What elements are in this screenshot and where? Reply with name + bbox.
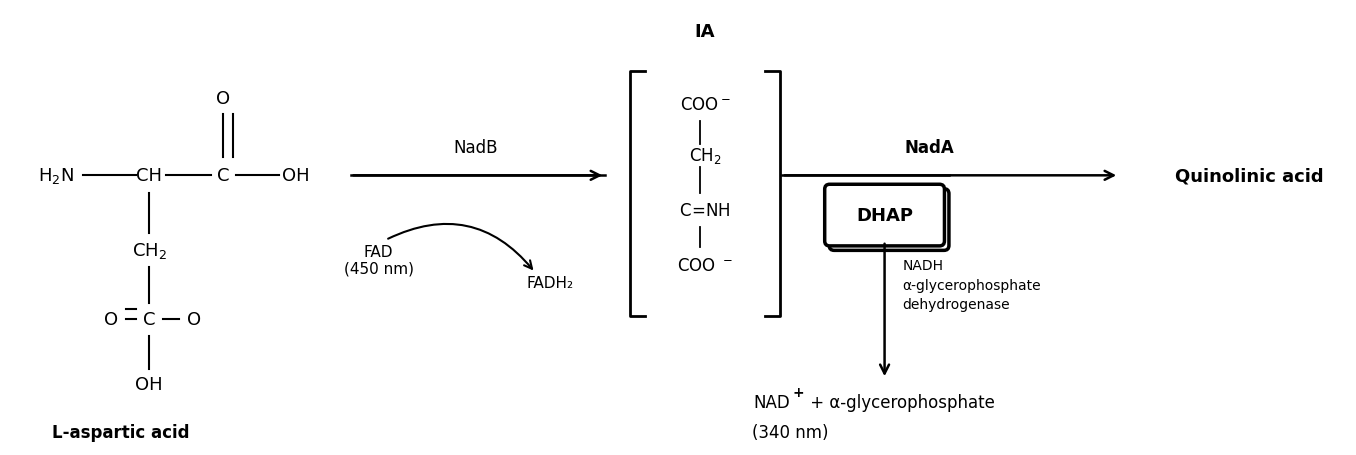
Text: H$_2$N: H$_2$N (38, 166, 75, 186)
Text: NAD: NAD (753, 393, 789, 411)
Text: COO $^-$: COO $^-$ (677, 256, 734, 274)
Text: DHAP: DHAP (856, 207, 913, 225)
Text: Quinolinic acid: Quinolinic acid (1174, 167, 1323, 185)
Text: + α-glycerophosphate: + α-glycerophosphate (804, 393, 994, 411)
Text: OH: OH (282, 167, 309, 185)
Text: C: C (142, 311, 156, 329)
Text: IA: IA (694, 23, 715, 41)
Text: CH$_2$: CH$_2$ (689, 146, 721, 166)
Text: NADH
α-glycerophosphate
dehydrogenase: NADH α-glycerophosphate dehydrogenase (903, 258, 1041, 312)
Text: CH: CH (136, 167, 163, 185)
Text: C: C (217, 167, 229, 185)
Text: FADH₂: FADH₂ (526, 276, 574, 291)
Text: L-aspartic acid: L-aspartic acid (53, 423, 190, 441)
Text: $\bf{+}$: $\bf{+}$ (792, 385, 804, 399)
Text: C$\!=\!$NH: C$\!=\!$NH (679, 202, 731, 220)
Text: O: O (104, 311, 118, 329)
Text: NadB: NadB (453, 139, 498, 157)
FancyArrowPatch shape (388, 224, 532, 269)
Text: CH$_2$: CH$_2$ (132, 240, 167, 260)
Text: O: O (187, 311, 201, 329)
Text: OH: OH (136, 375, 163, 393)
Text: (340 nm): (340 nm) (751, 423, 829, 441)
FancyBboxPatch shape (829, 189, 949, 251)
Text: FAD
(450 nm): FAD (450 nm) (343, 244, 414, 276)
Text: NadA: NadA (904, 139, 955, 157)
Text: COO$^-$: COO$^-$ (679, 96, 731, 113)
FancyBboxPatch shape (824, 185, 944, 246)
Text: O: O (216, 90, 231, 107)
